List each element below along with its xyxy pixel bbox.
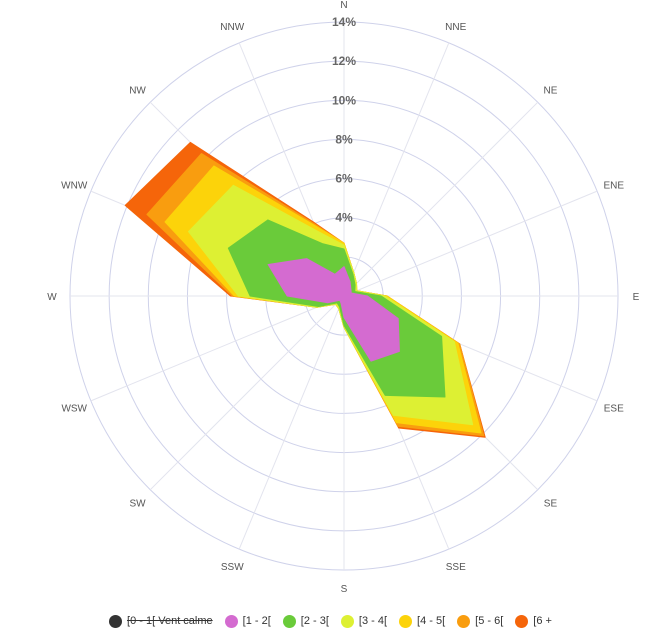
direction-label: SSW (221, 562, 244, 573)
series-areas (124, 141, 486, 438)
legend-label: [4 - 5[ (417, 615, 446, 627)
radial-tick-label: 4% (335, 211, 353, 225)
legend-label: [2 - 3[ (300, 615, 329, 627)
legend-marker-icon (282, 614, 296, 628)
radial-tick-label: 14% (332, 15, 356, 29)
legend-label: [6 + (533, 615, 552, 627)
radial-tick-label: 12% (332, 54, 356, 68)
legend-marker-icon (109, 614, 123, 628)
legend-marker-icon (340, 614, 354, 628)
legend-marker-icon (457, 614, 471, 628)
grid-spoke (149, 295, 345, 491)
direction-label: NW (129, 86, 146, 97)
direction-label: NNE (445, 22, 466, 33)
direction-label: S (341, 584, 348, 595)
direction-labels: N NNE NE ENE E ESE SE SSE S SSW SW WSW W WNW NW NNW (47, 0, 639, 595)
legend-label: [0 - 1[ Vent calme (127, 615, 213, 627)
legend-label: [1 - 2[ (242, 615, 271, 627)
direction-label: NNW (220, 22, 244, 33)
grid-spoke (343, 42, 450, 297)
radial-tick-label: 6% (335, 172, 353, 186)
direction-label: SE (544, 498, 558, 509)
series-area[interactable] (267, 258, 400, 362)
grid-spoke (90, 295, 345, 402)
legend-marker-icon (515, 614, 529, 628)
direction-label: ESE (604, 404, 624, 415)
direction-label: NE (544, 86, 558, 97)
legend-marker-icon (399, 614, 413, 628)
direction-label: ENE (603, 180, 624, 191)
radial-tick-labels: 4% 6% 8% 10% 12% 14% (332, 15, 356, 225)
legend-item[interactable]: [6 + (515, 614, 552, 628)
legend-item[interactable]: [4 - 5[ (399, 614, 446, 628)
legend-marker-icon (224, 614, 238, 628)
grid-spoke (343, 190, 598, 297)
legend-item[interactable]: [0 - 1[ Vent calme (109, 614, 213, 628)
legend-item[interactable]: [5 - 6[ (457, 614, 504, 628)
grid-spoke (238, 295, 345, 550)
legend-label: [3 - 4[ (358, 615, 388, 627)
direction-label: SW (129, 498, 146, 509)
direction-label: WSW (61, 404, 87, 415)
legend-label: [5 - 6[ (475, 615, 504, 627)
direction-label: W (47, 292, 57, 303)
wind-rose-chart: N NNE NE ENE E ESE SE SSE S SSW SW WSW W WNW NW NNW 4% 6… (47, 0, 639, 595)
direction-label: SSE (446, 562, 466, 573)
radial-tick-label: 8% (335, 132, 353, 146)
direction-label: WNW (61, 180, 88, 191)
legend-item[interactable]: [3 - 4[ (340, 614, 388, 628)
legend-item[interactable]: [2 - 3[ (282, 614, 329, 628)
grid-spoke (343, 101, 539, 297)
direction-label: E (633, 292, 640, 303)
direction-label: N (340, 0, 347, 11)
legend-item[interactable]: [1 - 2[ (224, 614, 271, 628)
radial-tick-label: 10% (332, 93, 356, 107)
legend: [0 - 1[ Vent calme [1 - 2[ [2 - 3[ [3 - 4[ [… (0, 612, 661, 630)
